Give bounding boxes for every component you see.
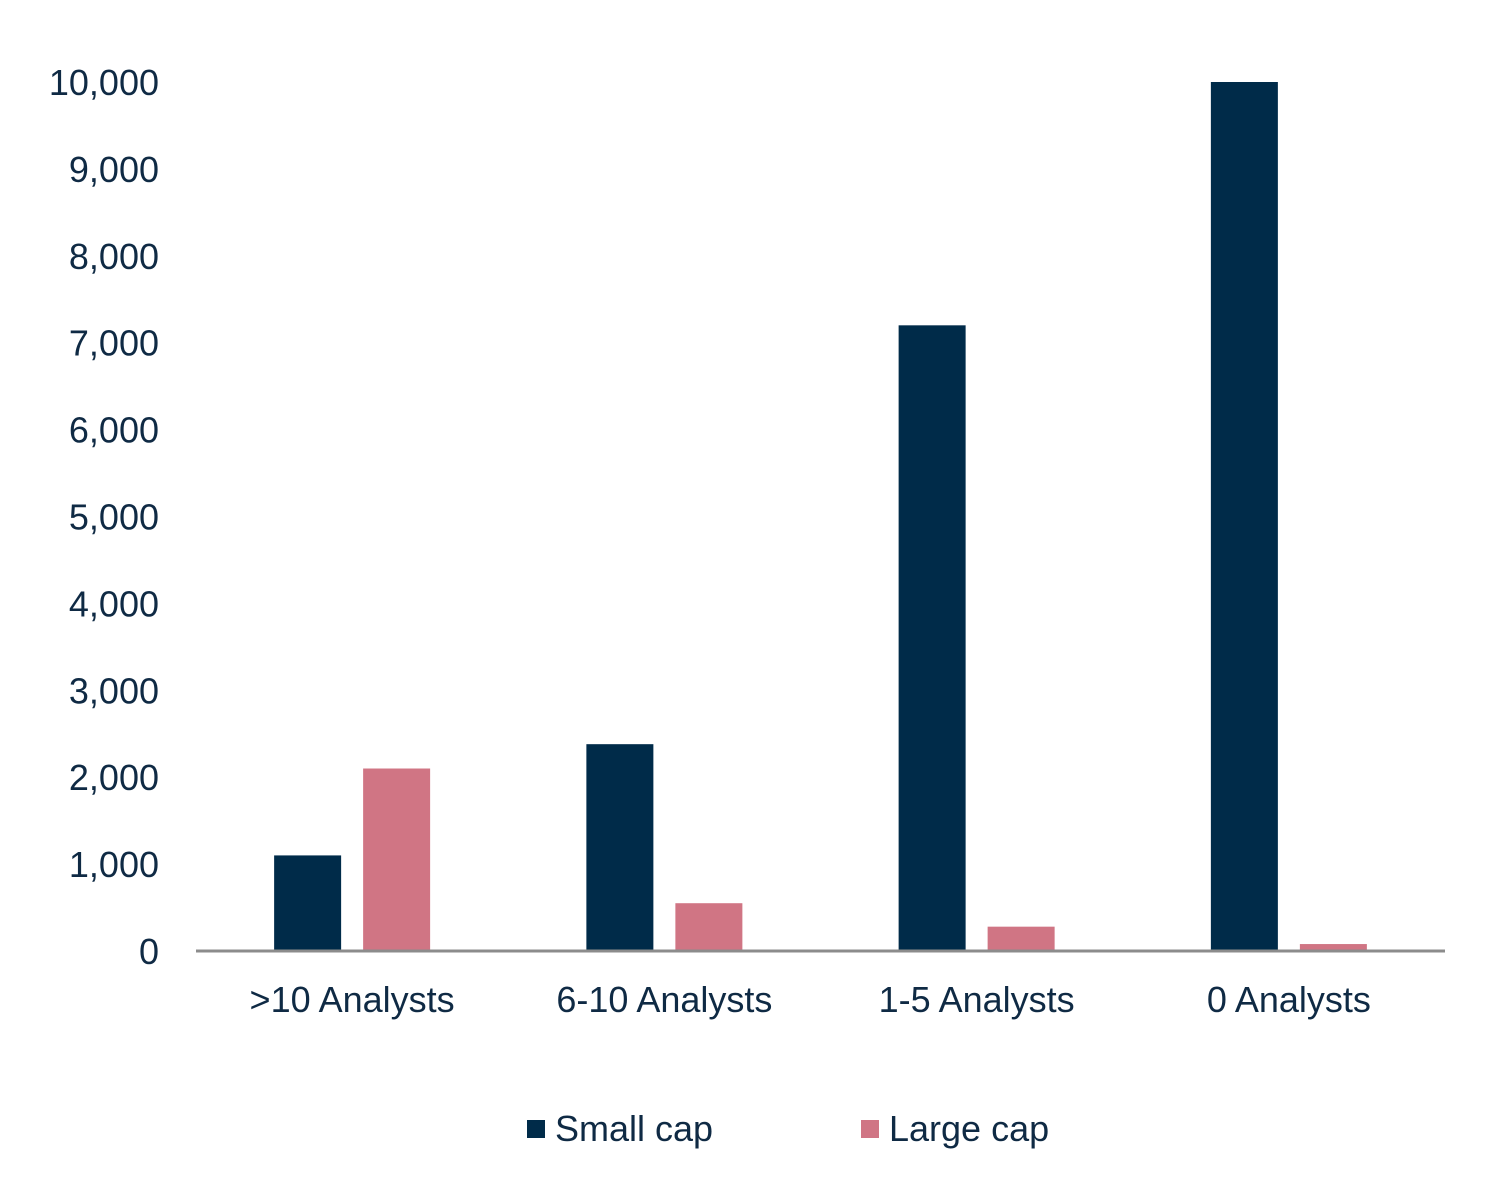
y-tick-label: 2,000: [69, 757, 159, 798]
bar-small-cap-1: [586, 744, 654, 951]
x-tick-label: 0 Analysts: [1207, 979, 1371, 1020]
y-tick-label: 9,000: [69, 149, 159, 190]
bars: [274, 82, 1367, 951]
y-tick-label: 7,000: [69, 323, 159, 364]
legend-label-large-cap: Large cap: [889, 1108, 1049, 1149]
x-tick-label: 1-5 Analysts: [879, 979, 1075, 1020]
y-tick-label: 3,000: [69, 670, 159, 711]
bar-large-cap-3: [1299, 944, 1367, 951]
bar-large-cap-1: [675, 903, 743, 951]
y-tick-label: 5,000: [69, 497, 159, 538]
y-tick-label: 10,000: [49, 62, 159, 103]
bar-small-cap-3: [1210, 82, 1278, 951]
x-tick-label: 6-10 Analysts: [556, 979, 772, 1020]
legend-swatch-small-cap: [527, 1120, 545, 1138]
bar-large-cap-0: [363, 768, 431, 951]
y-tick-label: 4,000: [69, 583, 159, 624]
bar-small-cap-2: [898, 325, 966, 951]
y-tick-label: 0: [139, 931, 159, 972]
y-tick-label: 8,000: [69, 236, 159, 277]
x-axis-labels: >10 Analysts 6-10 Analysts 1-5 Analysts 0 A…: [250, 979, 1371, 1020]
legend-label-small-cap: Small cap: [555, 1108, 713, 1149]
x-tick-label: >10 Analysts: [250, 979, 455, 1020]
y-axis-ticks: 0 1,000 2,000 3,000 4,000 5,000 6,000 7,000 8,00…: [49, 62, 159, 972]
legend: Small cap Large cap: [527, 1108, 1049, 1149]
bar-large-cap-2: [987, 926, 1055, 951]
y-tick-label: 6,000: [69, 410, 159, 451]
bar-small-cap-0: [274, 855, 342, 951]
legend-swatch-large-cap: [861, 1120, 879, 1138]
y-tick-label: 1,000: [69, 844, 159, 885]
